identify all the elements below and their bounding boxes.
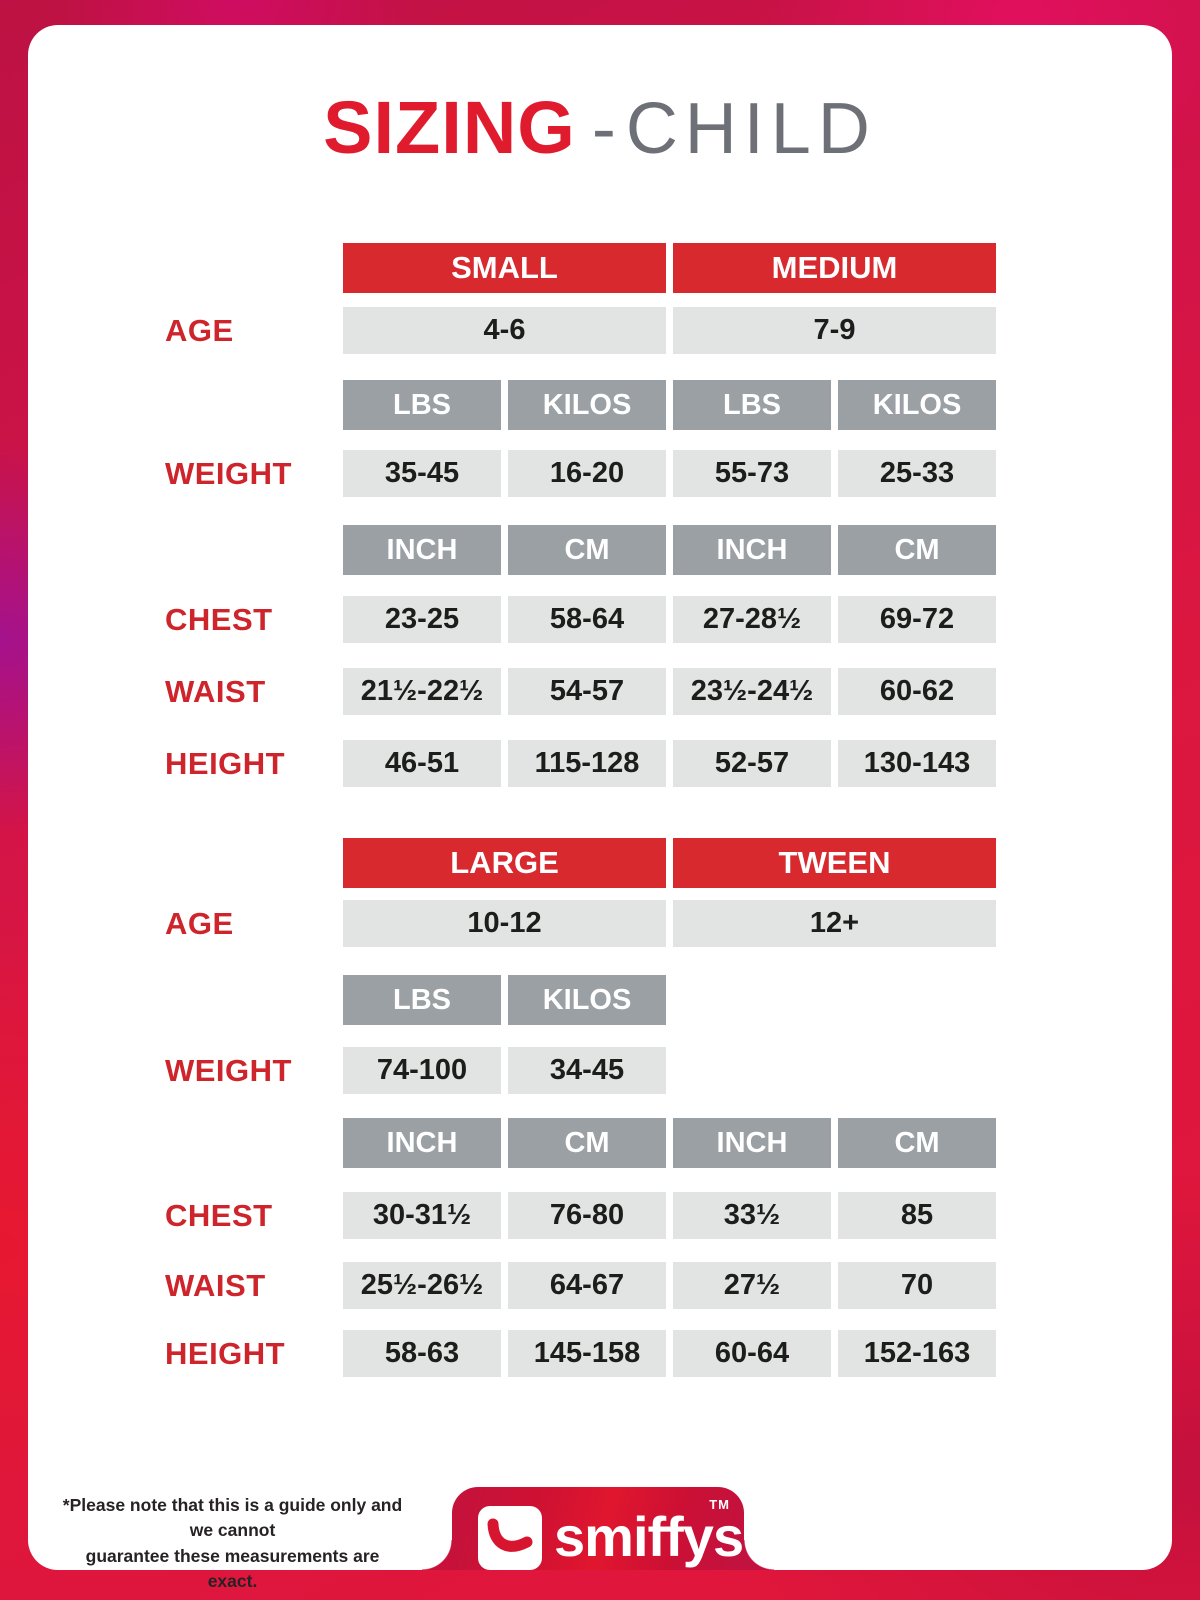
unit-header-cm-large: CM — [508, 1118, 666, 1168]
size-header-small: SMALL — [343, 243, 666, 293]
size-header-tween: TWEEN — [673, 838, 996, 888]
row-label-weight-2: WEIGHT — [165, 1052, 292, 1088]
height-small-cm: 115-128 — [508, 740, 666, 787]
chest-medium-inch: 27-28½ — [673, 596, 831, 643]
height-small-inch: 46-51 — [343, 740, 501, 787]
unit-header-kilos-large: KILOS — [508, 975, 666, 1025]
unit-header-cm-medium: CM — [838, 525, 996, 575]
weight-small-kilos: 16-20 — [508, 450, 666, 497]
row-label-chest-1: CHEST — [165, 601, 273, 637]
weight-medium-kilos: 25-33 — [838, 450, 996, 497]
weight-row-1: 35-45 16-20 55-73 25-33 — [343, 450, 996, 497]
chest-large-cm: 76-80 — [508, 1192, 666, 1239]
unit-header-lbs-large: LBS — [343, 975, 501, 1025]
unit-header-lbs-small: LBS — [343, 380, 501, 430]
waist-row-2: 25½-26½ 64-67 27½ 70 — [343, 1262, 996, 1309]
waist-small-cm: 54-57 — [508, 668, 666, 715]
smiffys-smile-icon — [478, 1506, 542, 1570]
height-row-1: 46-51 115-128 52-57 130-143 — [343, 740, 996, 787]
size-header-row-1: SMALL MEDIUM — [343, 243, 996, 293]
weight-unit-header-row-2: LBS KILOS — [343, 975, 996, 1025]
chest-row-1: 23-25 58-64 27-28½ 69-72 — [343, 596, 996, 643]
unit-header-inch-medium: INCH — [673, 525, 831, 575]
row-label-waist-1: WAIST — [165, 673, 266, 709]
unit-header-cm-tween: CM — [838, 1118, 996, 1168]
unit-header-kilos-medium: KILOS — [838, 380, 996, 430]
weight-large-lbs: 74-100 — [343, 1047, 501, 1094]
unit-header-inch-tween: INCH — [673, 1118, 831, 1168]
unit-header-inch-small: INCH — [343, 525, 501, 575]
waist-medium-inch: 23½-24½ — [673, 668, 831, 715]
disclaimer-note: *Please note that this is a guide only a… — [60, 1493, 405, 1595]
disclaimer-line-1: *Please note that this is a guide only a… — [62, 1495, 403, 1541]
size-header-large: LARGE — [343, 838, 666, 888]
title-separator: - — [591, 89, 616, 169]
unit-header-lbs-medium: LBS — [673, 380, 831, 430]
height-row-2: 58-63 145-158 60-64 152-163 — [343, 1330, 996, 1377]
chest-large-inch: 30-31½ — [343, 1192, 501, 1239]
waist-large-inch: 25½-26½ — [343, 1262, 501, 1309]
weight-row-2: 74-100 34-45 — [343, 1047, 996, 1094]
chest-tween-cm: 85 — [838, 1192, 996, 1239]
row-label-age-1: AGE — [165, 312, 234, 348]
unit-header-inch-large: INCH — [343, 1118, 501, 1168]
dimension-unit-header-row-1: INCH CM INCH CM — [343, 525, 996, 575]
weight-large-kilos: 34-45 — [508, 1047, 666, 1094]
height-tween-cm: 152-163 — [838, 1330, 996, 1377]
sizing-card: SIZING - CHILD SMALL MEDIUM AGE 4-6 7-9 LB… — [28, 25, 1172, 1591]
waist-small-inch: 21½-22½ — [343, 668, 501, 715]
weight-unit-header-row-1: LBS KILOS LBS KILOS — [343, 380, 996, 430]
chest-medium-cm: 69-72 — [838, 596, 996, 643]
row-label-waist-2: WAIST — [165, 1267, 266, 1303]
age-medium: 7-9 — [673, 307, 996, 354]
trademark-symbol: TM — [709, 1497, 730, 1512]
waist-tween-cm: 70 — [838, 1262, 996, 1309]
age-small: 4-6 — [343, 307, 666, 354]
row-label-age-2: AGE — [165, 905, 234, 941]
title-brand-word: SIZING — [323, 86, 576, 169]
size-header-row-2: LARGE TWEEN — [343, 838, 996, 888]
row-label-height-2: HEIGHT — [165, 1335, 286, 1371]
page-title: SIZING - CHILD — [28, 87, 1172, 169]
chest-tween-inch: 33½ — [673, 1192, 831, 1239]
chest-small-inch: 23-25 — [343, 596, 501, 643]
height-medium-inch: 52-57 — [673, 740, 831, 787]
waist-row-1: 21½-22½ 54-57 23½-24½ 60-62 — [343, 668, 996, 715]
unit-header-cm-small: CM — [508, 525, 666, 575]
age-large: 10-12 — [343, 900, 666, 947]
row-label-height-1: HEIGHT — [165, 745, 286, 781]
weight-medium-lbs: 55-73 — [673, 450, 831, 497]
row-label-chest-2: CHEST — [165, 1197, 273, 1233]
row-label-weight-1: WEIGHT — [165, 455, 292, 491]
chest-row-2: 30-31½ 76-80 33½ 85 — [343, 1192, 996, 1239]
waist-medium-cm: 60-62 — [838, 668, 996, 715]
smiffys-wordmark: smiffys — [554, 1505, 744, 1569]
title-category-word: CHILD — [625, 89, 877, 169]
unit-header-kilos-small: KILOS — [508, 380, 666, 430]
height-medium-cm: 130-143 — [838, 740, 996, 787]
disclaimer-line-2: guarantee these measurements are exact. — [85, 1545, 380, 1592]
height-large-inch: 58-63 — [343, 1330, 501, 1377]
height-large-cm: 145-158 — [508, 1330, 666, 1377]
age-row-1: 4-6 7-9 — [343, 307, 996, 354]
age-row-2: 10-12 12+ — [343, 900, 996, 947]
size-header-medium: MEDIUM — [673, 243, 996, 293]
waist-tween-inch: 27½ — [673, 1262, 831, 1309]
weight-small-lbs: 35-45 — [343, 450, 501, 497]
height-tween-inch: 60-64 — [673, 1330, 831, 1377]
waist-large-cm: 64-67 — [508, 1262, 666, 1309]
age-tween: 12+ — [673, 900, 996, 947]
dimension-unit-header-row-2: INCH CM INCH CM — [343, 1118, 996, 1168]
smiffys-logo: smiffys TM — [422, 1487, 774, 1570]
chest-small-cm: 58-64 — [508, 596, 666, 643]
